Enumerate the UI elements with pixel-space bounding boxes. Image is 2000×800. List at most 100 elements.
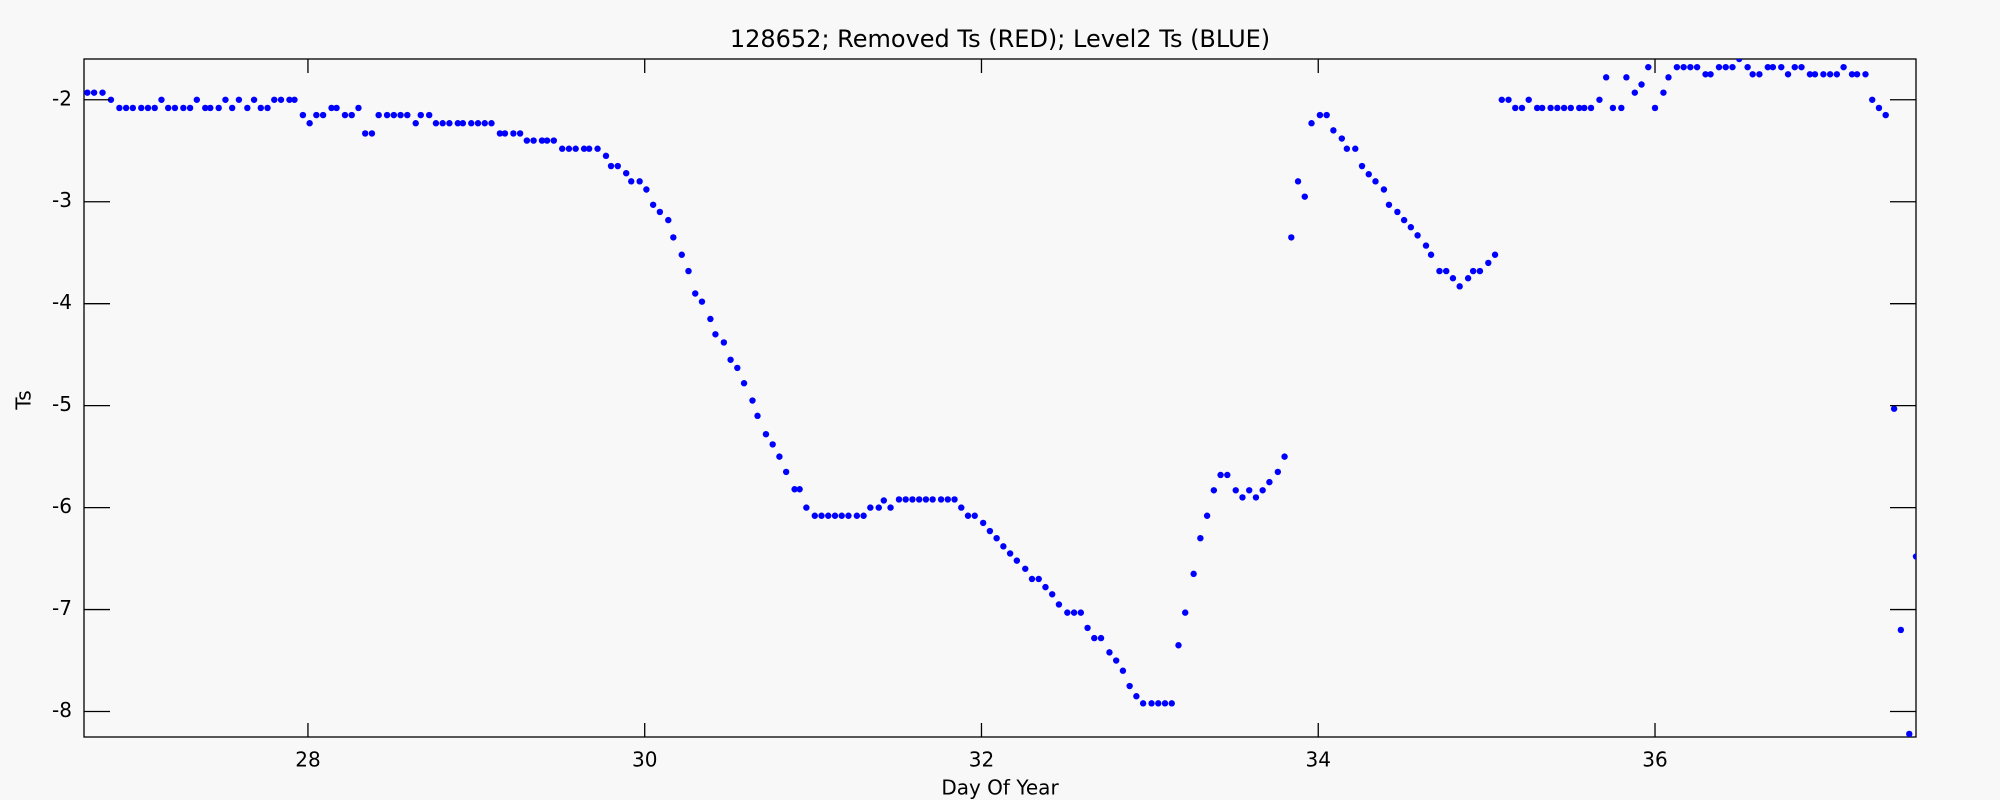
point	[656, 208, 664, 216]
y-tick-label: -8	[52, 698, 72, 722]
point	[670, 234, 677, 241]
point	[594, 145, 601, 152]
point	[496, 130, 504, 137]
point	[1554, 104, 1561, 112]
point	[1811, 71, 1819, 78]
point	[867, 504, 874, 511]
point	[1673, 63, 1681, 71]
point	[1638, 81, 1645, 88]
point	[1119, 667, 1127, 674]
point	[122, 104, 130, 112]
point	[1806, 71, 1814, 78]
point	[958, 504, 965, 511]
point	[769, 441, 776, 448]
point	[1288, 234, 1295, 241]
point	[1427, 251, 1435, 258]
point	[1352, 145, 1359, 152]
y-tick-label: -4	[52, 290, 72, 314]
point	[559, 145, 566, 152]
point	[1618, 104, 1625, 112]
point	[1587, 104, 1595, 112]
point	[1006, 550, 1014, 557]
y-tick-label: -6	[52, 494, 72, 518]
point	[1133, 693, 1140, 700]
x-tick-label: 30	[632, 748, 657, 772]
point	[1778, 63, 1785, 71]
point	[1343, 145, 1351, 152]
point	[1422, 242, 1430, 249]
point	[1042, 583, 1049, 591]
point	[129, 104, 137, 112]
point	[138, 104, 145, 112]
point	[692, 290, 699, 297]
point	[1210, 487, 1218, 494]
point	[643, 186, 650, 193]
point	[516, 130, 524, 137]
point	[222, 96, 229, 103]
point	[1707, 71, 1714, 78]
point	[1456, 283, 1463, 290]
point	[1449, 275, 1457, 282]
point	[1239, 494, 1246, 501]
x-tick-label: 36	[1642, 748, 1667, 772]
point	[922, 496, 930, 503]
point	[355, 104, 362, 112]
point	[1631, 89, 1639, 96]
point	[1498, 96, 1505, 103]
x-axis-label: Day Of Year	[941, 776, 1059, 800]
point	[1862, 71, 1869, 78]
point	[107, 96, 115, 103]
point	[404, 111, 411, 119]
point	[712, 331, 719, 338]
point	[1148, 700, 1155, 707]
point	[1560, 104, 1568, 112]
y-tick-label: -3	[52, 188, 72, 212]
point	[257, 104, 265, 112]
point	[1246, 487, 1253, 494]
point	[1013, 557, 1021, 564]
point	[1875, 104, 1883, 112]
point	[1882, 111, 1889, 119]
point	[1365, 171, 1372, 178]
point	[1064, 609, 1071, 616]
point	[1756, 71, 1763, 78]
point	[1505, 96, 1512, 103]
point	[1749, 71, 1756, 78]
point	[383, 111, 391, 119]
point	[1651, 104, 1659, 112]
point	[1091, 634, 1098, 642]
point	[1602, 74, 1610, 81]
point	[1097, 634, 1105, 642]
point	[1414, 232, 1421, 239]
point	[180, 104, 187, 112]
point	[762, 430, 770, 438]
point	[1139, 700, 1147, 707]
point	[1680, 63, 1687, 71]
point	[796, 486, 803, 493]
point	[1070, 609, 1078, 616]
point	[228, 104, 236, 112]
point	[1485, 259, 1492, 267]
point	[1660, 89, 1667, 96]
point	[979, 519, 987, 527]
y-tick-label: -5	[52, 392, 72, 416]
point	[264, 104, 271, 112]
point	[1330, 127, 1337, 134]
point	[895, 496, 903, 503]
x-tick-label: 32	[969, 748, 994, 772]
point	[1281, 453, 1288, 460]
point	[649, 201, 657, 208]
point	[90, 89, 98, 96]
point	[1518, 104, 1526, 112]
x-tick-label: 34	[1306, 748, 1331, 772]
point	[1538, 104, 1546, 112]
point	[1407, 224, 1415, 231]
point	[543, 137, 551, 144]
point	[1769, 63, 1777, 71]
point	[319, 111, 327, 119]
point	[193, 96, 201, 103]
point	[1848, 71, 1856, 78]
point	[734, 364, 741, 372]
point	[1436, 267, 1443, 275]
